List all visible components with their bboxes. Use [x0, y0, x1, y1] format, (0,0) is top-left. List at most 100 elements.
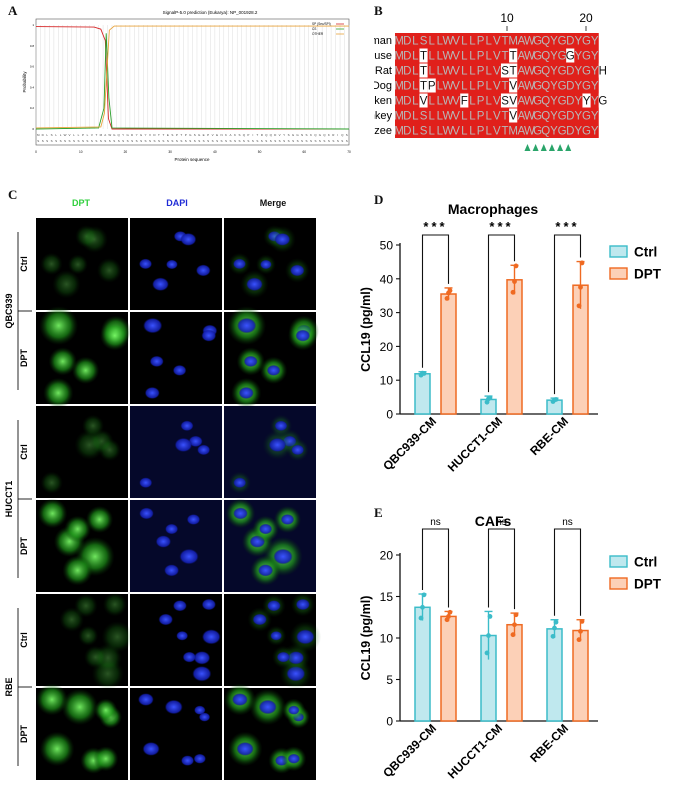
residue-cell: T [502, 126, 509, 138]
legend-label: DPT [634, 267, 662, 282]
residue-cell: P [477, 126, 485, 138]
residue-letter: Y [283, 133, 285, 137]
residue-letter: R [332, 133, 335, 137]
residue-cell: D [403, 126, 411, 138]
residue-cell: W [524, 81, 535, 93]
residue-letter: K [225, 133, 227, 137]
data-point [513, 263, 519, 269]
nucleus [291, 444, 305, 456]
x-tick-label: 40 [213, 150, 217, 154]
condition-label: DPT [19, 536, 29, 555]
variant-cell [460, 93, 469, 108]
data-point [444, 296, 450, 301]
residue-letter: G [140, 133, 143, 137]
residue-cell: L [437, 81, 444, 93]
residue-cell: Y [591, 126, 599, 138]
nucleus [276, 651, 291, 663]
residue-cell: P [477, 36, 485, 48]
residue-cell: M [394, 51, 404, 63]
residue-cell: V [493, 111, 501, 123]
y-tick-label: 20 [380, 340, 394, 354]
residue-cell: L [461, 111, 468, 123]
residue-cell: L [412, 51, 419, 63]
residue-cell: W [443, 51, 454, 63]
legend-swatch [609, 245, 628, 258]
residue-cell: P [477, 96, 485, 108]
residue-cell: M [394, 111, 404, 123]
dpt-signal [74, 429, 105, 460]
dpt-signal [67, 254, 88, 275]
y-tick-label: 0 [32, 127, 34, 131]
residue-letter: M [100, 133, 103, 137]
residue-letter: Q [118, 133, 121, 137]
data-point [550, 633, 556, 639]
residue-cell: V [509, 96, 517, 108]
y-tick-label: 0.2 [30, 106, 35, 110]
variant-cell [427, 78, 436, 93]
nucleus [179, 548, 199, 565]
y-tick-label: 15 [380, 590, 394, 604]
nucleus [252, 613, 268, 626]
residue-cell: D [566, 111, 574, 123]
x-tick-label: 20 [124, 150, 128, 154]
bar [440, 293, 457, 415]
residue-letter: D [153, 133, 156, 137]
residue-letter: S [221, 139, 223, 143]
residue-cell: W [524, 126, 535, 138]
residue-cell: L [437, 36, 444, 48]
data-point [421, 371, 427, 376]
position-label-10: 10 [500, 11, 514, 25]
dpt-signal [37, 498, 68, 529]
residue-cell: W [443, 36, 454, 48]
residue-letter: S [64, 139, 66, 143]
variant-cell [566, 48, 575, 63]
data-point [553, 397, 559, 402]
residue-letter: S [180, 139, 182, 143]
cell-line-label: HUCCT1 [4, 481, 14, 518]
nucleus [270, 630, 283, 641]
bar [546, 628, 563, 722]
panel-letter-c: C [8, 187, 18, 202]
residue-cell: L [486, 96, 493, 108]
nucleus [258, 564, 274, 577]
chart-title: CAFs [475, 513, 512, 529]
residue-cell: D [403, 51, 411, 63]
nucleus [201, 629, 221, 645]
residue-letter: S [265, 139, 267, 143]
x-tick-label: 0 [35, 150, 37, 154]
data-point [576, 303, 582, 309]
residue-letter: S [104, 139, 106, 143]
residue-letter: W [64, 133, 67, 137]
dpt-signal [64, 515, 91, 543]
residue-letter: S [261, 139, 263, 143]
bar [414, 373, 431, 415]
residue-cell: P [477, 81, 485, 93]
residue-cell: T [510, 66, 517, 78]
significance-bracket [553, 234, 582, 395]
residue-cell: V [493, 126, 501, 138]
residue-letter: Q [265, 133, 268, 137]
residue-cell: A [517, 81, 525, 93]
y-tick-label: 0.4 [30, 85, 35, 89]
residue-cell: V [420, 96, 428, 108]
residue-cell: S [420, 126, 428, 138]
panel-letter-e: E [374, 505, 383, 520]
dpt-signal [40, 252, 63, 276]
data-point [447, 288, 453, 294]
significance-bracket [421, 528, 450, 608]
residue-letter: S [109, 139, 111, 143]
residue-cell: A [517, 126, 525, 138]
residue-letter: S [279, 139, 281, 143]
nucleus [274, 420, 288, 432]
legend-swatch [609, 577, 628, 590]
residue-cell: D [566, 96, 574, 108]
nucleus [193, 651, 211, 665]
residue-cell: Q [541, 51, 550, 63]
data-point [484, 650, 490, 656]
immunofluorescence-grid: Ctrl DPT Ctrl DPT Ctrl DPT QBC939 HUCCT1 RBE [4, 218, 322, 780]
residue-cell: L [461, 81, 468, 93]
residue-cell: G [582, 81, 591, 93]
variant-cell [500, 93, 510, 108]
residue-letter: S [207, 139, 209, 143]
residue-letter: T [95, 133, 97, 137]
